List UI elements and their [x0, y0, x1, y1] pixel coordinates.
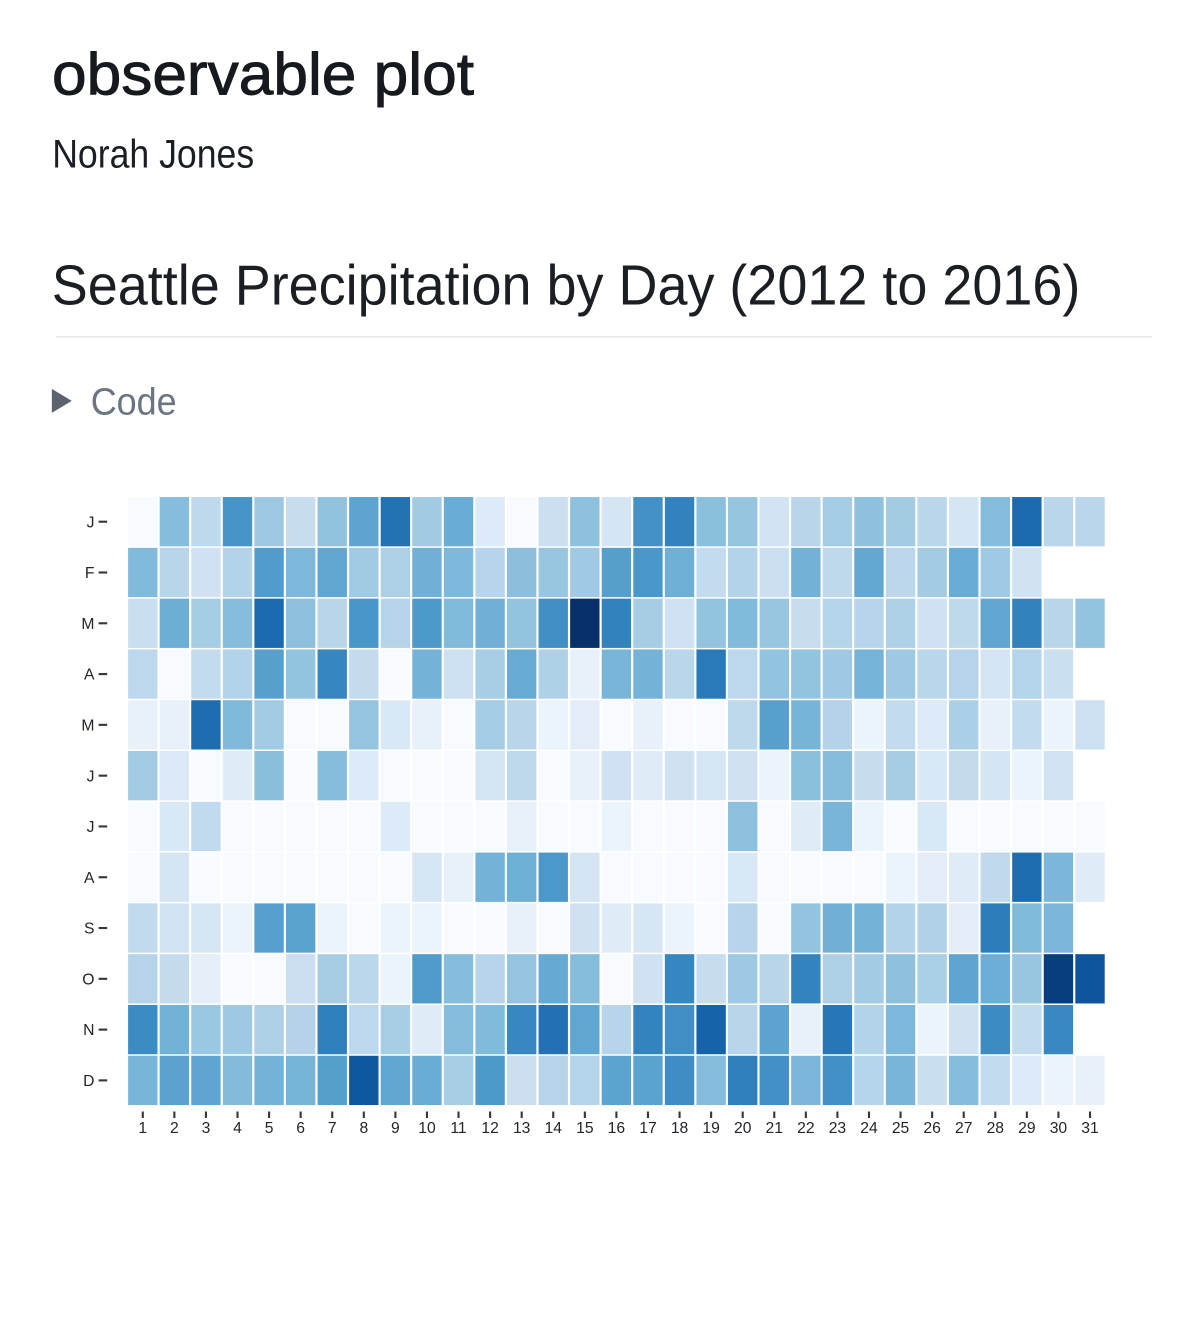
svg-text:23: 23 [829, 1120, 847, 1137]
svg-text:O: O [82, 971, 94, 988]
svg-text:F: F [85, 565, 95, 582]
svg-text:A: A [84, 667, 95, 684]
svg-text:7: 7 [328, 1120, 337, 1137]
svg-text:13: 13 [513, 1120, 531, 1137]
svg-text:observable plot: observable plot [52, 42, 474, 108]
svg-text:27: 27 [955, 1120, 972, 1137]
svg-text:1: 1 [138, 1120, 147, 1137]
svg-text:30: 30 [1050, 1120, 1068, 1137]
svg-text:Norah Jones: Norah Jones [52, 133, 254, 177]
svg-text:19: 19 [702, 1120, 719, 1137]
svg-text:20: 20 [734, 1120, 752, 1137]
svg-text:A: A [84, 870, 95, 887]
svg-text:Seattle Precipitation by Day (: Seattle Precipitation by Day (2012 to 20… [52, 254, 1081, 317]
svg-text:8: 8 [359, 1120, 368, 1137]
svg-text:9: 9 [391, 1120, 400, 1137]
svg-text:J: J [87, 819, 95, 836]
svg-text:29: 29 [1018, 1120, 1035, 1137]
svg-text:S: S [84, 921, 94, 938]
svg-text:5: 5 [265, 1120, 274, 1137]
svg-text:28: 28 [987, 1120, 1005, 1137]
svg-text:11: 11 [450, 1120, 466, 1137]
svg-text:12: 12 [481, 1120, 498, 1137]
svg-text:Code: Code [91, 382, 177, 424]
svg-text:N: N [83, 1022, 94, 1039]
svg-text:18: 18 [671, 1120, 689, 1137]
svg-text:J: J [87, 514, 95, 531]
svg-text:26: 26 [923, 1120, 941, 1137]
svg-text:31: 31 [1081, 1120, 1098, 1137]
svg-text:22: 22 [797, 1120, 814, 1137]
svg-text:16: 16 [608, 1120, 626, 1137]
svg-text:6: 6 [296, 1120, 305, 1137]
svg-text:J: J [87, 768, 95, 785]
svg-text:D: D [83, 1073, 94, 1090]
svg-text:2: 2 [170, 1120, 179, 1137]
svg-text:M: M [81, 717, 94, 734]
svg-text:M: M [81, 616, 94, 633]
svg-text:25: 25 [892, 1120, 910, 1137]
svg-text:14: 14 [545, 1120, 563, 1137]
svg-text:15: 15 [576, 1120, 594, 1137]
svg-text:17: 17 [639, 1120, 656, 1137]
svg-text:24: 24 [860, 1120, 878, 1137]
svg-text:4: 4 [233, 1120, 242, 1137]
svg-text:3: 3 [202, 1120, 211, 1137]
svg-text:10: 10 [418, 1120, 436, 1137]
svg-text:21: 21 [766, 1120, 783, 1137]
